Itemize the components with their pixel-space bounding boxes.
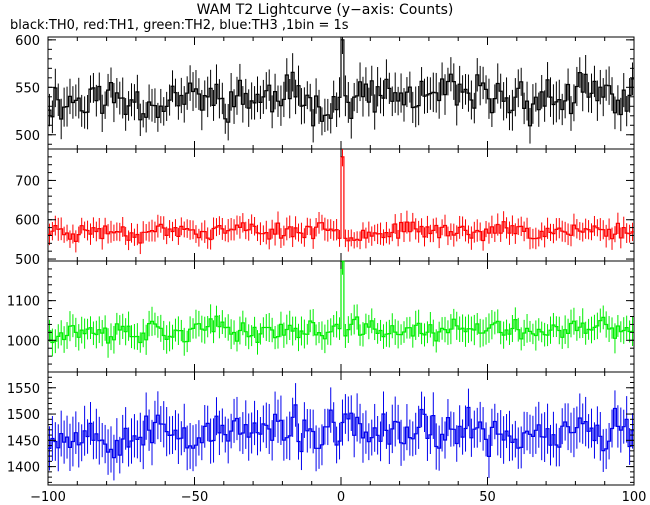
lightcurve-TH1 (48, 156, 634, 244)
y-tick-label-TH0: 500 (15, 129, 40, 144)
x-tick-label: 100 (622, 490, 647, 505)
y-tick-label-TH1: 500 (15, 253, 40, 268)
lightcurve-TH0 (48, 39, 634, 127)
y-tick-label-TH3: 1500 (7, 408, 40, 423)
y-tick-label-TH2: 1100 (7, 295, 40, 310)
lightcurve-TH3 (48, 404, 634, 459)
y-tick-label-TH3: 1450 (7, 434, 40, 449)
x-tick-label: 0 (337, 490, 345, 505)
x-tick-label: −50 (181, 490, 208, 505)
lightcurve-TH2 (48, 260, 634, 344)
chart-subtitle: black:TH0, red:TH1, green:TH2, blue:TH3 … (10, 18, 349, 33)
y-tick-label-TH0: 600 (15, 34, 40, 49)
y-tick-label-TH3: 1400 (7, 461, 40, 476)
y-tick-label-TH2: 1000 (7, 334, 40, 349)
y-tick-label-TH1: 700 (15, 174, 40, 189)
x-tick-label: −100 (30, 490, 66, 505)
chart-title: WAM T2 Lightcurve (y−axis: Counts) (196, 2, 454, 18)
x-tick-label: 50 (479, 490, 496, 505)
y-tick-label-TH3: 1550 (7, 382, 40, 397)
y-tick-label-TH0: 550 (15, 81, 40, 96)
y-tick-label-TH1: 600 (15, 214, 40, 229)
